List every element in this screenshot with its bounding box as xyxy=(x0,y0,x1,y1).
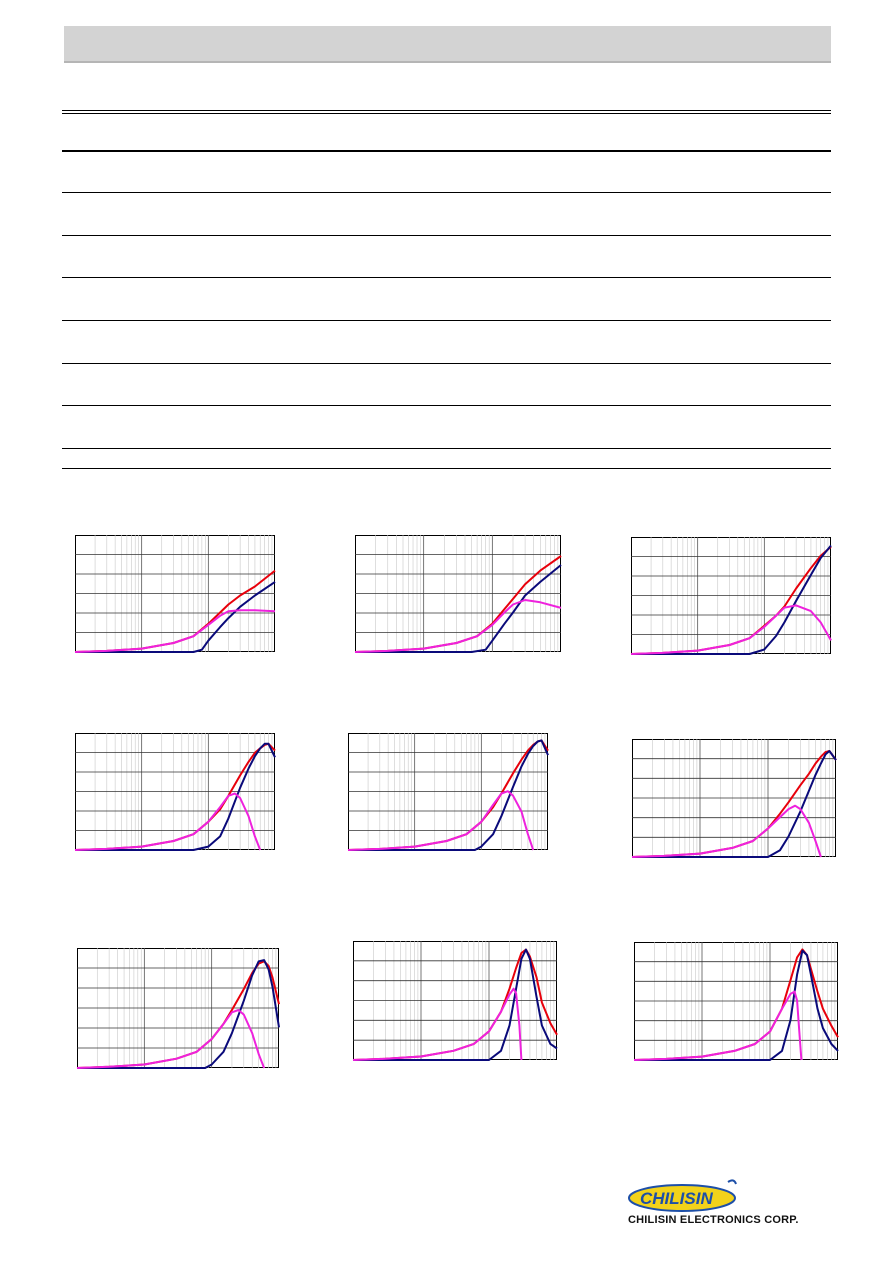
company-name: CHILISIN ELECTRONICS CORP. xyxy=(628,1214,799,1226)
table-row-rule xyxy=(62,363,831,364)
series-line-x xyxy=(630,604,832,655)
series-line-r xyxy=(77,959,280,1069)
table-header-rule xyxy=(62,150,831,152)
chilisin-logo-mark: CHILISIN xyxy=(628,1179,737,1212)
series-line-r xyxy=(75,581,276,653)
table-top-rule-second xyxy=(62,113,831,114)
series-line-r xyxy=(634,949,839,1061)
table-row-rule xyxy=(62,235,831,236)
series-line-r xyxy=(355,564,562,653)
logo-text: CHILISIN xyxy=(640,1189,713,1208)
series-line-r xyxy=(631,544,832,655)
series-line-x xyxy=(354,599,562,653)
series-line-x xyxy=(76,1009,266,1069)
chart-9 xyxy=(633,942,839,1061)
chart-2 xyxy=(354,535,562,653)
series-line-x xyxy=(74,609,276,653)
chart-3 xyxy=(630,537,832,655)
series-line-r xyxy=(632,750,837,858)
series-line-x xyxy=(347,790,535,851)
table-row-rule xyxy=(62,277,831,278)
series-line-x xyxy=(631,804,822,858)
table-top-rule xyxy=(62,110,831,111)
series-line-r xyxy=(353,948,558,1061)
chart-7 xyxy=(76,948,280,1069)
series-line-x xyxy=(74,792,262,851)
chart-4 xyxy=(74,733,276,851)
table-row-rule xyxy=(62,448,831,449)
table-row-rule xyxy=(62,405,831,406)
table-row-rule xyxy=(62,320,831,321)
spec-table xyxy=(62,110,831,472)
table-row-rule xyxy=(62,192,831,193)
chart-6 xyxy=(631,739,837,858)
company-logo: CHILISIN CHILISIN ELECTRONICS CORP. xyxy=(628,1178,828,1238)
header-bar xyxy=(64,26,831,63)
series-line-r xyxy=(348,739,549,851)
series-line-r xyxy=(75,742,276,851)
series-line-x xyxy=(352,987,523,1061)
series-line-x xyxy=(633,990,803,1061)
chart-8 xyxy=(352,941,558,1061)
chart-5 xyxy=(347,733,549,851)
chart-1 xyxy=(74,535,276,653)
table-bottom-rule xyxy=(62,468,831,469)
